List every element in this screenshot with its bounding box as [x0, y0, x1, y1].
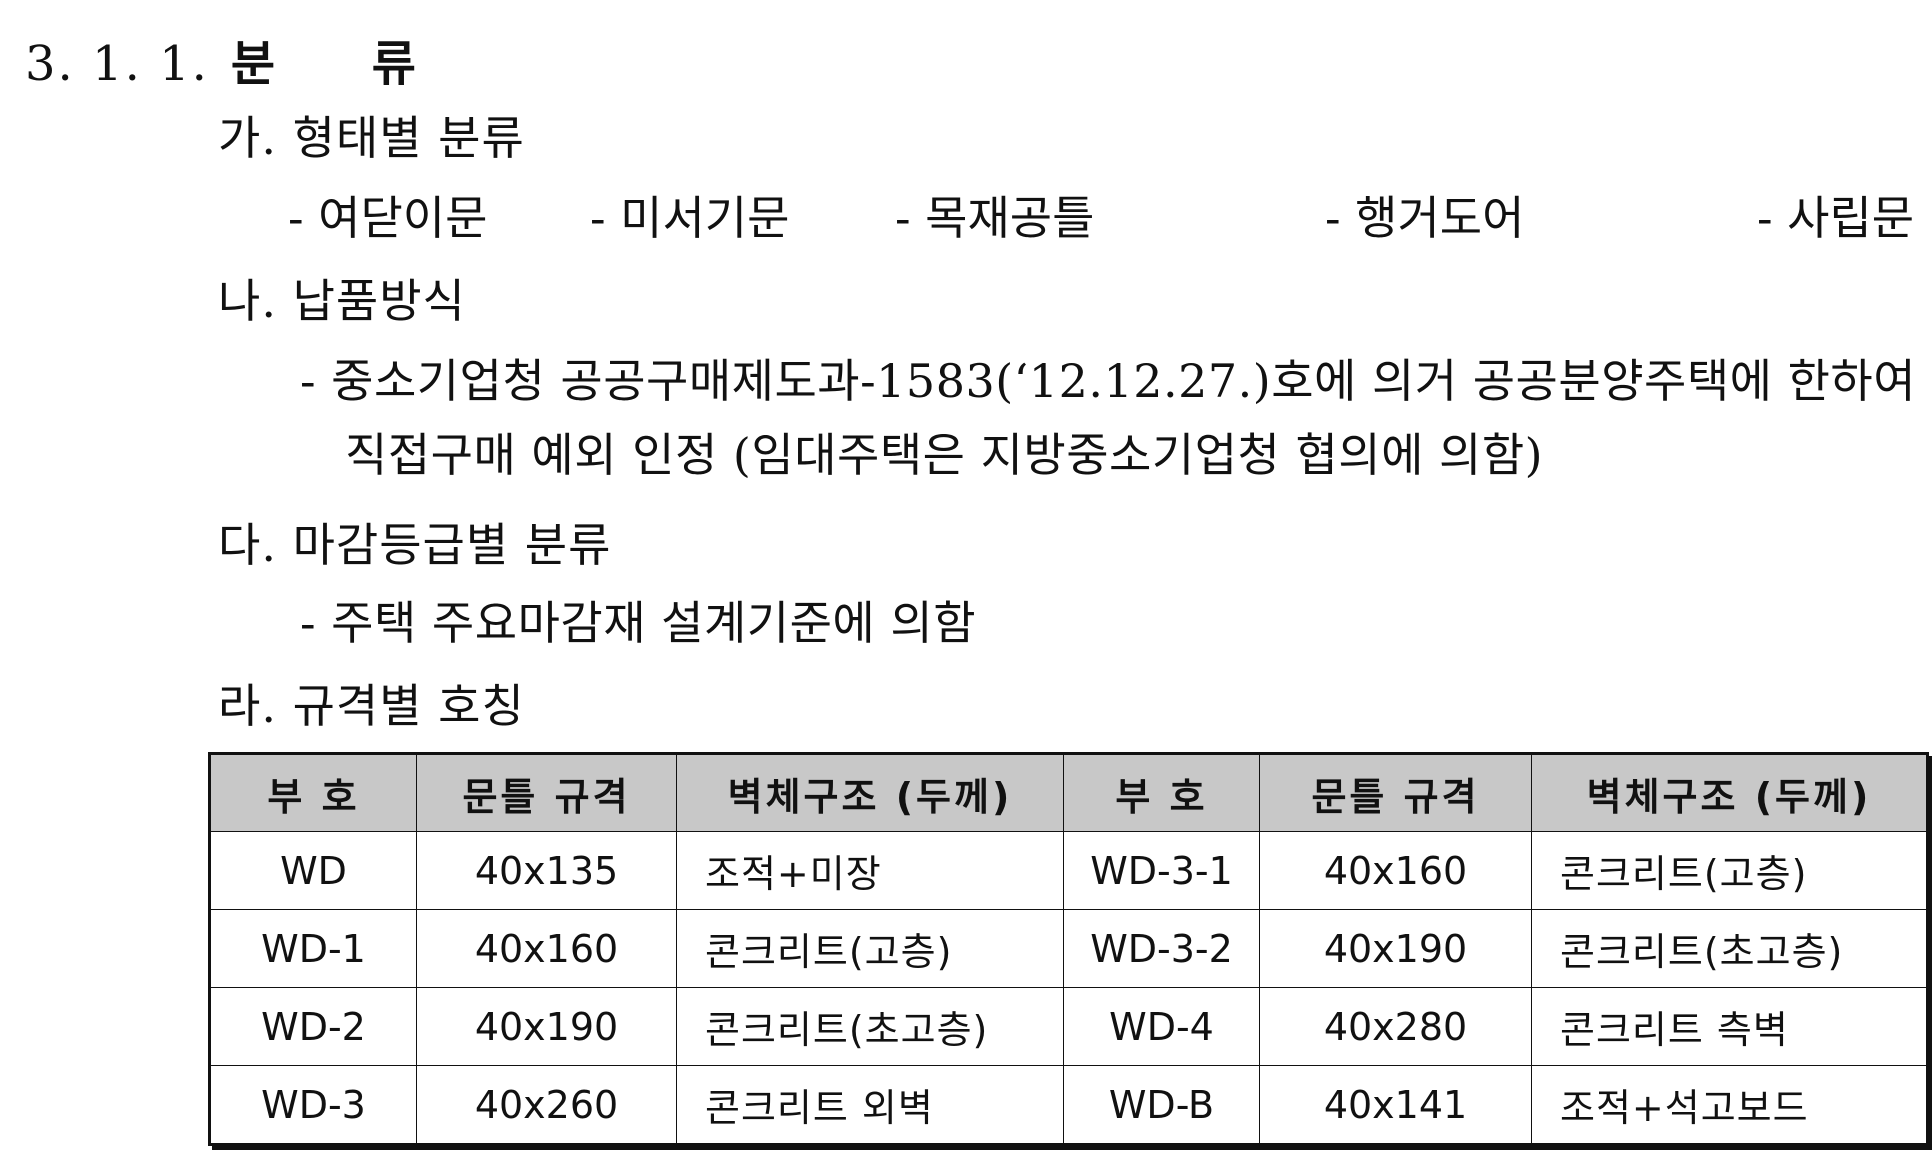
finish-grade-text: - 주택 주요마감재 설계기준에 의함 — [300, 596, 977, 650]
frame-size-cell: 40x141 — [1259, 1065, 1532, 1145]
code-cell: WD-3-2 — [1063, 909, 1260, 988]
section-number: 3. 1. 1. — [25, 36, 209, 92]
header-frame-size: 문틀 규격 — [1259, 753, 1532, 832]
frame-size-cell: 40x160 — [416, 909, 677, 988]
form-item: - 여닫이문 — [288, 191, 488, 245]
delivery-text-continued: 직접구매 예외 인정 (임대주택은 지방중소기업청 협의에 의함) — [345, 428, 1544, 482]
code-cell: WD-3-1 — [1063, 831, 1260, 910]
wall-structure-cell: 조적+미장 — [676, 831, 1064, 910]
table-row: WD-1 40x160 콘크리트(고층) WD-3-2 40x190 콘크리트(… — [209, 909, 1928, 988]
wall-structure-cell: 콘크리트 외벽 — [676, 1065, 1064, 1145]
form-item: - 행거도어 — [1325, 191, 1525, 245]
code-cell: WD-2 — [209, 987, 417, 1066]
header-wall-structure: 벽체구조 (두께) — [676, 753, 1064, 832]
code-cell: WD-4 — [1063, 987, 1260, 1066]
form-item: - 목재공틀 — [895, 191, 1095, 245]
frame-size-cell: 40x135 — [416, 831, 677, 910]
table-header-row: 부 호 문틀 규격 벽체구조 (두께) 부 호 문틀 규격 벽체구조 (두께) — [209, 753, 1928, 832]
spec-table: 부 호 문틀 규격 벽체구조 (두께) 부 호 문틀 규격 벽체구조 (두께) … — [208, 752, 1929, 1146]
header-code: 부 호 — [209, 753, 417, 832]
section-heading: 3. 1. 1. 분 류 — [25, 40, 456, 88]
code-cell: WD-3 — [209, 1065, 417, 1145]
code-cell: WD-1 — [209, 909, 417, 988]
frame-size-cell: 40x190 — [416, 987, 677, 1066]
wall-structure-cell: 콘크리트(초고층) — [1531, 909, 1928, 988]
wall-structure-cell: 콘크리트(초고층) — [676, 987, 1064, 1066]
subsection-title-spec-naming: 라. 규격별 호칭 — [218, 679, 525, 733]
subsection-title-delivery: 나. 납품방식 — [218, 274, 466, 328]
form-item: - 미서기문 — [590, 191, 790, 245]
wall-structure-cell: 콘크리트(고층) — [1531, 831, 1928, 910]
delivery-text: - 중소기업청 공공구매제도과-1583(‘12.12.27.)호에 의거 공공… — [300, 354, 1917, 408]
frame-size-cell: 40x280 — [1259, 987, 1532, 1066]
form-item: - 사립문 — [1757, 191, 1915, 245]
frame-size-cell: 40x190 — [1259, 909, 1532, 988]
wall-structure-cell: 조적+석고보드 — [1531, 1065, 1928, 1145]
frame-size-cell: 40x260 — [416, 1065, 677, 1145]
code-cell: WD — [209, 831, 417, 910]
subsection-title-form: 가. 형태별 분류 — [218, 111, 525, 165]
section-title: 분 류 — [230, 36, 456, 92]
header-code: 부 호 — [1063, 753, 1260, 832]
code-cell: WD-B — [1063, 1065, 1260, 1145]
header-wall-structure: 벽체구조 (두께) — [1531, 753, 1928, 832]
frame-size-cell: 40x160 — [1259, 831, 1532, 910]
subsection-title-finish-grade: 다. 마감등급별 분류 — [218, 518, 612, 572]
header-frame-size: 문틀 규격 — [416, 753, 677, 832]
table-row: WD-3 40x260 콘크리트 외벽 WD-B 40x141 조적+석고보드 — [209, 1065, 1928, 1145]
table-row: WD-2 40x190 콘크리트(초고층) WD-4 40x280 콘크리트 측… — [209, 987, 1928, 1066]
wall-structure-cell: 콘크리트(고층) — [676, 909, 1064, 988]
table-row: WD 40x135 조적+미장 WD-3-1 40x160 콘크리트(고층) — [209, 831, 1928, 910]
wall-structure-cell: 콘크리트 측벽 — [1531, 987, 1928, 1066]
